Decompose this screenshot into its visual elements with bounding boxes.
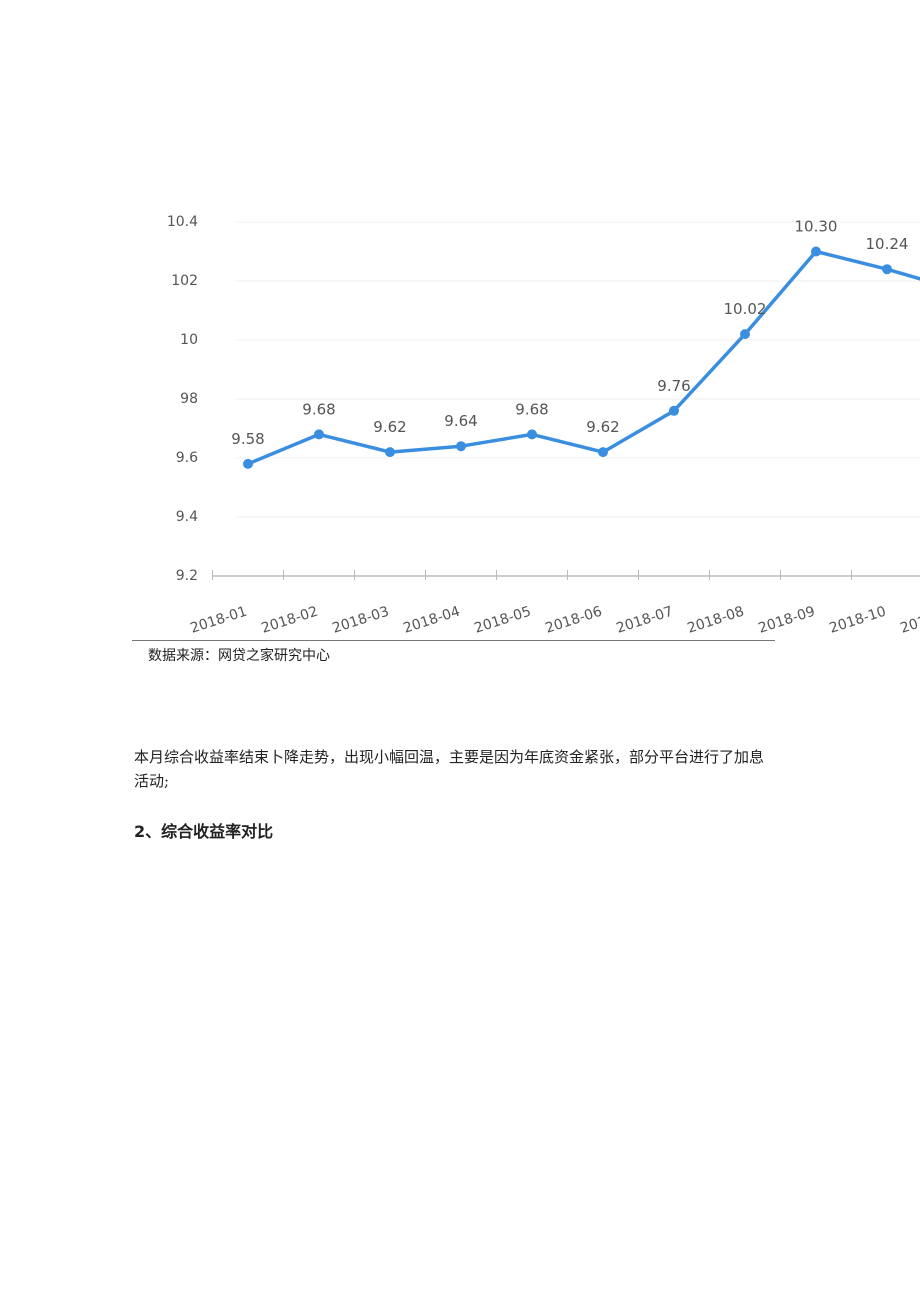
chart: 9.2 9.4 9.6 98 10 102 10.4 2018-01 2018-02 2018-0… bbox=[167, 214, 920, 637]
x-tick-label: 2018-07 bbox=[614, 604, 675, 637]
point bbox=[243, 458, 253, 469]
value-label: 10.24 bbox=[866, 235, 909, 253]
value-label: 9.68 bbox=[302, 400, 335, 418]
value-label: 9.68 bbox=[515, 400, 548, 418]
paragraph: 本月综合收益率结束卜降走势，出现小幅回温，主要是因为年底资金紧张，部分平台进行了… bbox=[134, 748, 765, 790]
x-tick-label: 2018-03 bbox=[330, 604, 391, 637]
caption: 数据来源：网贷之家研究中心 bbox=[148, 648, 330, 664]
value-label: 9.58 bbox=[231, 430, 264, 448]
line bbox=[247, 249, 920, 466]
x-tick-label: 2018-10 bbox=[827, 604, 888, 637]
value-label: 9.62 bbox=[373, 418, 406, 436]
point bbox=[314, 429, 324, 440]
value-label: 9.62 bbox=[586, 418, 619, 436]
value-label: 9.76 bbox=[657, 377, 690, 395]
value-label: 9.64 bbox=[444, 412, 477, 430]
x-tick-label: 2018-11 bbox=[898, 604, 920, 637]
x-tick-label: 2018-01 bbox=[188, 604, 249, 637]
x-tick-label: 2018-02 bbox=[259, 604, 320, 637]
value-label: 10.02 bbox=[724, 300, 767, 318]
point bbox=[385, 447, 395, 458]
point bbox=[527, 429, 537, 440]
point bbox=[456, 441, 466, 452]
x-tick-label: 2018-08 bbox=[685, 604, 746, 637]
x-tick-label: 2018-09 bbox=[756, 604, 817, 637]
point bbox=[598, 447, 608, 458]
y-tick-label: 102 bbox=[171, 273, 198, 289]
y-tick-label: 10 bbox=[180, 332, 198, 348]
y-tick-label: 9.6 bbox=[176, 450, 198, 466]
y-tick-label: 98 bbox=[180, 391, 198, 407]
y-tick-label: 9.4 bbox=[176, 509, 198, 525]
x-tick-label: 2018-06 bbox=[543, 604, 604, 637]
value-label: 10.30 bbox=[795, 218, 838, 236]
y-tick-label: 10.4 bbox=[167, 214, 198, 230]
divider bbox=[132, 640, 775, 641]
x-tick-label: 2018-04 bbox=[401, 604, 462, 637]
point bbox=[669, 405, 679, 416]
point bbox=[740, 329, 750, 340]
x-tick-label: 2018-05 bbox=[472, 604, 533, 637]
y-tick-label: 9.2 bbox=[176, 568, 198, 584]
point bbox=[882, 264, 892, 275]
point bbox=[811, 246, 821, 257]
heading: 2、综合收益率对比 bbox=[134, 822, 274, 841]
